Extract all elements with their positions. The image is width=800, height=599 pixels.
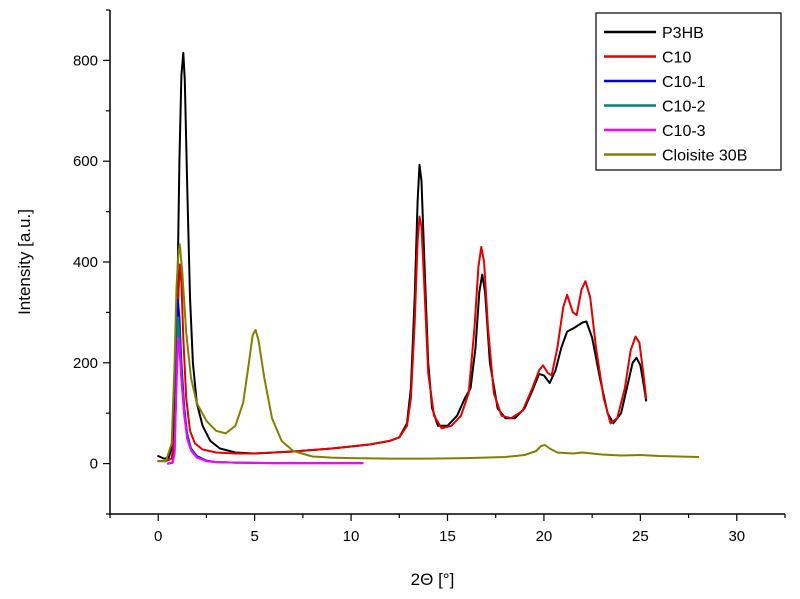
legend-label: C10-3 [662, 123, 706, 140]
x-tick-label: 5 [250, 528, 258, 545]
y-tick-label: 0 [90, 456, 98, 473]
axes: 0 5 10 15 20 25 30 0 200 400 600 800 2Θ [°] Intensity… [15, 9, 786, 589]
y-axis-title: Intensity [a.u.] [15, 209, 34, 315]
x-axis-title: 2Θ [°] [411, 570, 455, 589]
x-tick-label: 20 [536, 528, 553, 545]
x-tick-label: 0 [154, 528, 162, 545]
legend: P3HB C10 C10-1 C10-2 C10-3 Cloisite 30B [595, 12, 782, 171]
x-tick-label: 10 [343, 528, 360, 545]
y-tick-label: 200 [73, 355, 98, 372]
legend-label: C10-2 [662, 99, 706, 116]
y-tick-label: 600 [73, 153, 98, 170]
legend-label: Cloisite 30B [662, 148, 747, 165]
x-tick-label: 30 [728, 528, 745, 545]
series-line-4 [166, 336, 364, 465]
y-tick-label: 800 [73, 52, 98, 69]
series-line-5 [157, 243, 700, 463]
series-lines [157, 51, 700, 465]
legend-box [595, 12, 782, 171]
legend-label: P3HB [662, 25, 704, 42]
x-tick-label: 25 [632, 528, 649, 545]
y-tick-label: 400 [73, 254, 98, 271]
legend-label: C10 [662, 50, 691, 67]
legend-label: C10-1 [662, 74, 706, 91]
series-line-3 [166, 316, 364, 465]
x-tick-label: 15 [439, 528, 456, 545]
series-line-0 [157, 51, 648, 460]
series-line-1 [157, 215, 648, 463]
